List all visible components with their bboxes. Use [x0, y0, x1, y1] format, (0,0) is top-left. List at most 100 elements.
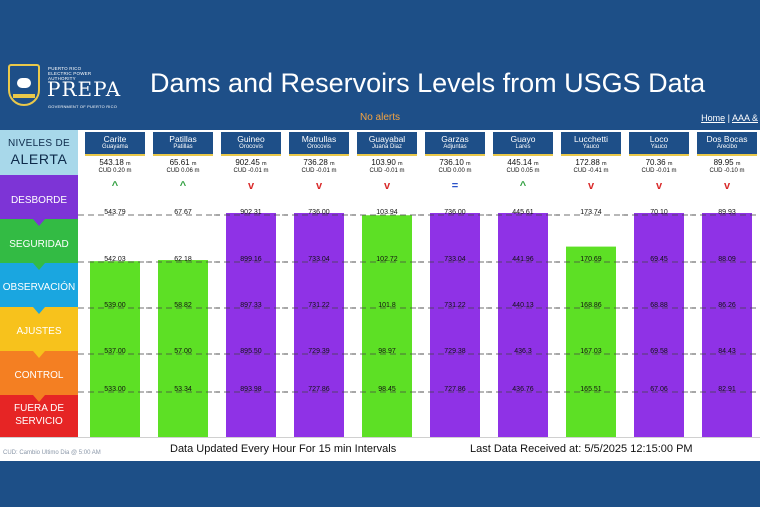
threshold-label: 899.16: [240, 256, 262, 263]
reservoir-level-loco: 70.36 m: [645, 158, 673, 167]
threshold-label: 731.22: [444, 302, 466, 309]
threshold-label: 165.51: [580, 386, 602, 393]
threshold-label: 173.74: [580, 209, 602, 216]
trend-down-icon: v: [247, 180, 255, 192]
trend-down-icon: v: [315, 180, 323, 192]
threshold-label: 893.98: [240, 386, 262, 393]
threshold-label: 537.00: [104, 348, 126, 355]
reservoir-level-garzas: 736.10 m: [439, 158, 471, 167]
threshold-label: 58.82: [174, 302, 192, 309]
reservoir-name: Dos Bocas: [706, 134, 748, 144]
level-bar-lucchetti: [566, 246, 616, 437]
reservoir-header-patillas: Patillas Patillas: [153, 132, 213, 156]
reservoir-cud-guayabal: CUD -0.01 m: [369, 168, 405, 174]
threshold-label: 533.00: [104, 386, 126, 393]
threshold-label: 736.00: [308, 209, 330, 216]
level-control-label: CONTROL: [14, 370, 64, 381]
threshold-label: 902.31: [240, 209, 262, 216]
threshold-label: 82.91: [718, 386, 736, 393]
reservoir-name: Loco: [649, 134, 669, 144]
reservoir-level-guayabal: 103.90 m: [371, 158, 403, 167]
level-fuera-de-servicio: FUERA DE SERVICIO: [0, 395, 78, 437]
level-ajustes-label: AJUSTES: [16, 326, 62, 337]
level-bar-garzas: [430, 213, 480, 437]
level-observacion: OBSERVACIÓN: [0, 263, 78, 314]
reservoir-header-matrullas: Matrullas Orocovis: [289, 132, 349, 156]
reservoir-municipality: Orocovis: [239, 144, 263, 150]
reservoir-cud-patillas: CUD 0.06 m: [166, 168, 200, 174]
update-frequency: Data Updated Every Hour For 15 min Inter…: [170, 443, 397, 455]
level-bar-loco: [634, 213, 684, 437]
threshold-label: 84.43: [718, 348, 736, 355]
threshold-label: 436.76: [512, 386, 534, 393]
level-ajustes: AJUSTES: [0, 307, 78, 358]
prepa-logo: PUERTO RICO ELECTRIC POWER AUTHORITY PRE…: [8, 62, 122, 122]
threshold-label: 57.00: [174, 348, 192, 355]
reservoir-cud-garzas: CUD 0.00 m: [438, 168, 472, 174]
threshold-label: 62.18: [174, 256, 192, 263]
trend-up-icon: ^: [519, 180, 527, 192]
reservoir-level-matrullas: 736.28 m: [303, 158, 335, 167]
reservoir-header-guineo: Guineo Orocovis: [221, 132, 281, 156]
level-desborde-label: DESBORDE: [10, 195, 68, 206]
logo-main-text: PREPA: [47, 77, 122, 101]
reservoir-header-loco: Loco Yauco: [629, 132, 689, 156]
reservoir-cud-guineo: CUD -0.01 m: [233, 168, 269, 174]
reservoir-name: Lucchetti: [573, 134, 609, 144]
reservoir-name: Guayo: [510, 134, 536, 144]
logo-top-text: PUERTO RICO ELECTRIC POWER AUTHORITY: [48, 66, 92, 81]
coat-of-arms-icon: [8, 64, 40, 106]
reservoir-level-patillas: 65.61 m: [169, 158, 197, 167]
reservoir-name: Matrullas: [301, 134, 337, 144]
threshold-label: 103.94: [376, 209, 398, 216]
reservoir-municipality: Guayama: [101, 144, 128, 150]
reservoir-name: Guayabal: [368, 134, 406, 144]
reservoir-cud-loco: CUD -0.01 m: [641, 168, 677, 174]
reservoir-name: Carite: [103, 134, 127, 144]
cud-note: CUD: Cambio Ultimo Dia @ 5:00 AM: [3, 450, 101, 456]
reservoir-name: Guineo: [237, 134, 265, 144]
reservoir-level-guayo: 445.14 m: [507, 158, 539, 167]
threshold-label: 102.72: [376, 256, 398, 263]
threshold-label: 98.97: [378, 348, 396, 355]
threshold-label: 539.00: [104, 302, 126, 309]
reservoir-header-guayo: Guayo Lares: [493, 132, 553, 156]
reservoir-header-dos-bocas: Dos Bocas Arecibo: [697, 132, 757, 156]
threshold-label: 895.50: [240, 348, 262, 355]
logo-sub-text: GOVERNMENT OF PUERTO RICO: [48, 104, 118, 109]
home-link[interactable]: Home: [701, 113, 726, 123]
reservoir-cud-matrullas: CUD -0.01 m: [301, 168, 337, 174]
reservoir-header-guayabal: Guayabal Juana Diaz: [357, 132, 417, 156]
level-seguridad-label: SEGURIDAD: [9, 239, 69, 250]
threshold-label: 733.04: [444, 256, 466, 263]
threshold-label: 101.8: [378, 302, 396, 309]
link-separator: |: [727, 113, 730, 123]
level-bar-carite: [90, 261, 140, 437]
level-seguridad: SEGURIDAD: [0, 219, 78, 270]
trend-down-icon: v: [383, 180, 391, 192]
level-bar-guineo: [226, 213, 276, 437]
threshold-label: 440.13: [512, 302, 534, 309]
reservoir-municipality: Yauco: [582, 144, 600, 150]
threshold-label: 736.00: [444, 209, 466, 216]
reservoir-municipality: Patillas: [173, 144, 193, 150]
threshold-label: 731.22: [308, 302, 330, 309]
threshold-label: 70.10: [650, 209, 668, 216]
alert-levels-header: NIVELES DE ALERTA: [0, 130, 78, 175]
trend-up-icon: ^: [179, 180, 187, 192]
alert-levels-legend: NIVELES DE ALERTA DESBORDE SEGURIDAD OBS…: [0, 130, 78, 487]
level-bar-dos-bocas: [702, 213, 752, 437]
page-title: Dams and Reservoirs Levels from USGS Dat…: [150, 68, 706, 98]
reservoir-header-garzas: Garzas Adjuntas: [425, 132, 485, 156]
reservoir-municipality: Adjuntas: [443, 144, 467, 150]
threshold-label: 69.58: [650, 348, 668, 355]
level-fuera-line1: FUERA DE: [13, 403, 64, 414]
reservoir-cud-carite: CUD 0.20 m: [98, 168, 132, 174]
level-fuera-line2: SERVICIO: [15, 416, 63, 427]
threshold-label: 168.86: [580, 302, 602, 309]
reservoir-cud-guayo: CUD 0.05 m: [506, 168, 540, 174]
reservoir-name: Patillas: [169, 134, 197, 144]
alerts-status: No alerts: [359, 112, 400, 123]
aaa-link[interactable]: AAA &: [731, 113, 758, 123]
reservoir-level-carite: 543.18 m: [99, 158, 131, 167]
